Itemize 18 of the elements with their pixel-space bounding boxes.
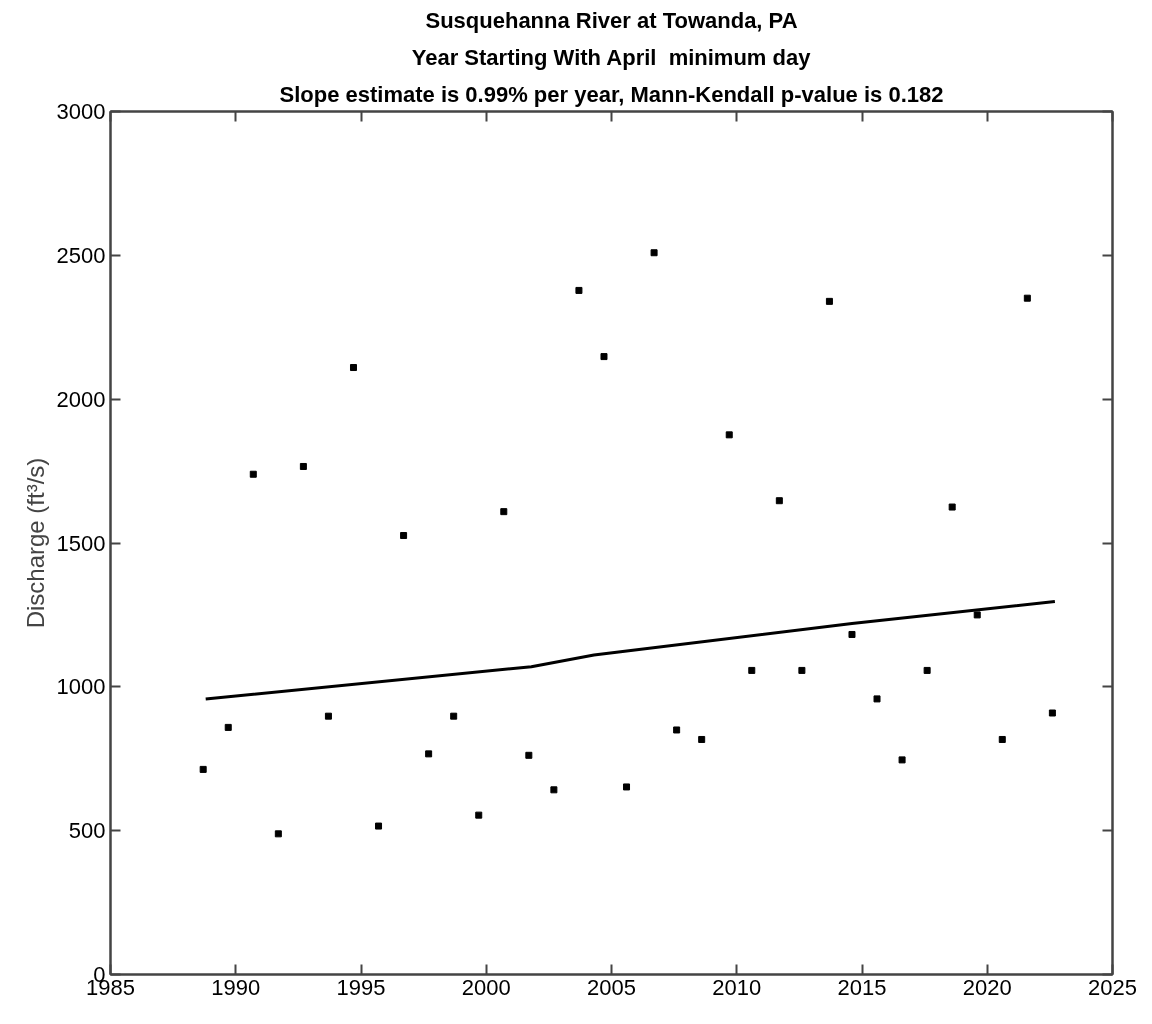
y-tick-label: 1500: [56, 530, 106, 556]
y-tick-label: 2000: [56, 386, 106, 412]
y-tick-label: 2500: [56, 242, 106, 268]
x-tick-label: 2015: [837, 974, 887, 1000]
x-tick-label: 1995: [336, 974, 386, 1000]
x-tick-label: 1990: [211, 974, 261, 1000]
y-tick-label: 1000: [56, 674, 106, 700]
x-tick-label: 2020: [962, 974, 1012, 1000]
y-tick-label: 500: [68, 818, 106, 844]
chart-subtitle: Year Starting With April minimum day: [411, 44, 812, 70]
y-tick-label: 3000: [56, 99, 106, 124]
text: Slope estimate is 0.99% per year, Mann-Kendall p-value is 0.182: [279, 81, 944, 107]
x-tick-label: 2005: [587, 974, 636, 1000]
x-tick-label: 2025: [1088, 974, 1137, 1000]
chart-title: Susquehanna River at Towanda, PA: [425, 7, 798, 33]
y-axis-title: Discharge (ft³/s): [21, 457, 49, 629]
x-tick-label: 2010: [712, 974, 762, 1000]
x-tick-label: 2000: [461, 974, 511, 1000]
